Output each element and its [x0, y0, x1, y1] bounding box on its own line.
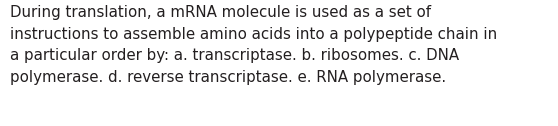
Text: During translation, a mRNA molecule is used as a set of
instructions to assemble: During translation, a mRNA molecule is u… [10, 5, 497, 85]
